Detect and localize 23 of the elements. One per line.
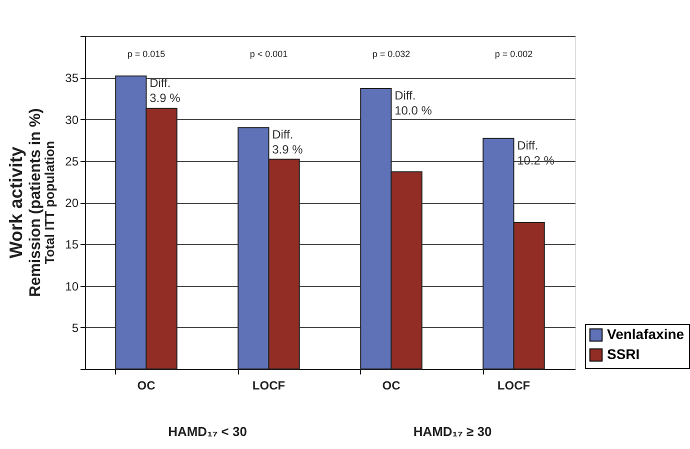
y-tick-label: 25: [65, 154, 79, 168]
x-tick-label: OC: [137, 378, 156, 392]
annotation: p = 0.015: [127, 48, 166, 59]
x-tick-label: LOCF: [497, 378, 530, 392]
legend-label: SSRI: [607, 346, 640, 362]
text: HAMD₁₇ ≥ 30: [413, 424, 492, 439]
annotation: p = 0.002: [494, 48, 533, 59]
y-tick-label: 20: [65, 196, 79, 210]
x-tick-label: LOCF: [252, 378, 286, 392]
y-tick-label: 30: [65, 112, 79, 127]
y-tick-label: 10: [65, 279, 79, 294]
y-axis-title: Work activity Remission (patients in %) Total ITT population: [6, 108, 57, 297]
text: HAMD₁₇ < 30: [168, 424, 247, 439]
x-tick-label: OC: [382, 378, 401, 392]
y-tick-label: 15: [65, 238, 79, 252]
annotation: Diff. 3.9 %: [272, 128, 304, 157]
y-tick-label: 35: [65, 71, 79, 86]
y-tick-label: 5: [72, 320, 79, 335]
annotation: Diff. 10.0 %: [394, 88, 432, 118]
legend-label: Venlafaxine: [607, 326, 684, 342]
annotation: p = 0.032: [372, 48, 410, 59]
annotation: p < 0.001: [250, 48, 288, 59]
annotation: Diff. 3.9 %: [150, 76, 181, 105]
